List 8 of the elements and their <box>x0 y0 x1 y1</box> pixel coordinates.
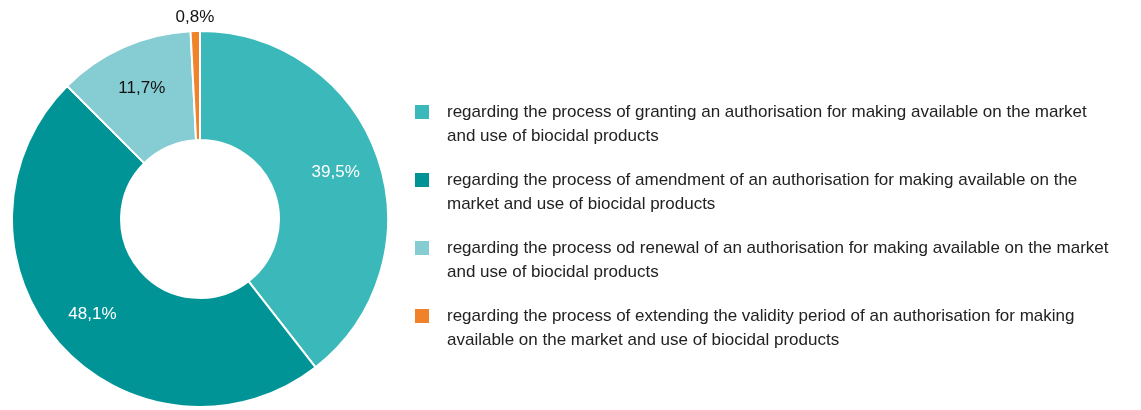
data-label: 39,5% <box>311 162 360 182</box>
legend-label: regarding the process of extending the validity period of an authorisation for making available on the market and use of biocidal products <box>447 305 1076 351</box>
data-label: 48,1% <box>68 303 117 323</box>
data-label: 11,7% <box>118 77 166 97</box>
legend-label: regarding the process od renewal of an authorisation for making available on the market and use of biocidal products <box>447 237 1110 283</box>
data-label: 0,8% <box>175 6 215 26</box>
legend-label: regarding the process of amendment of an authorisation for making available on the market and use of biocidal products <box>447 169 1079 215</box>
legend-label: regarding the process of granting an authorisation for making available on the market and use of biocidal products <box>447 101 1088 147</box>
